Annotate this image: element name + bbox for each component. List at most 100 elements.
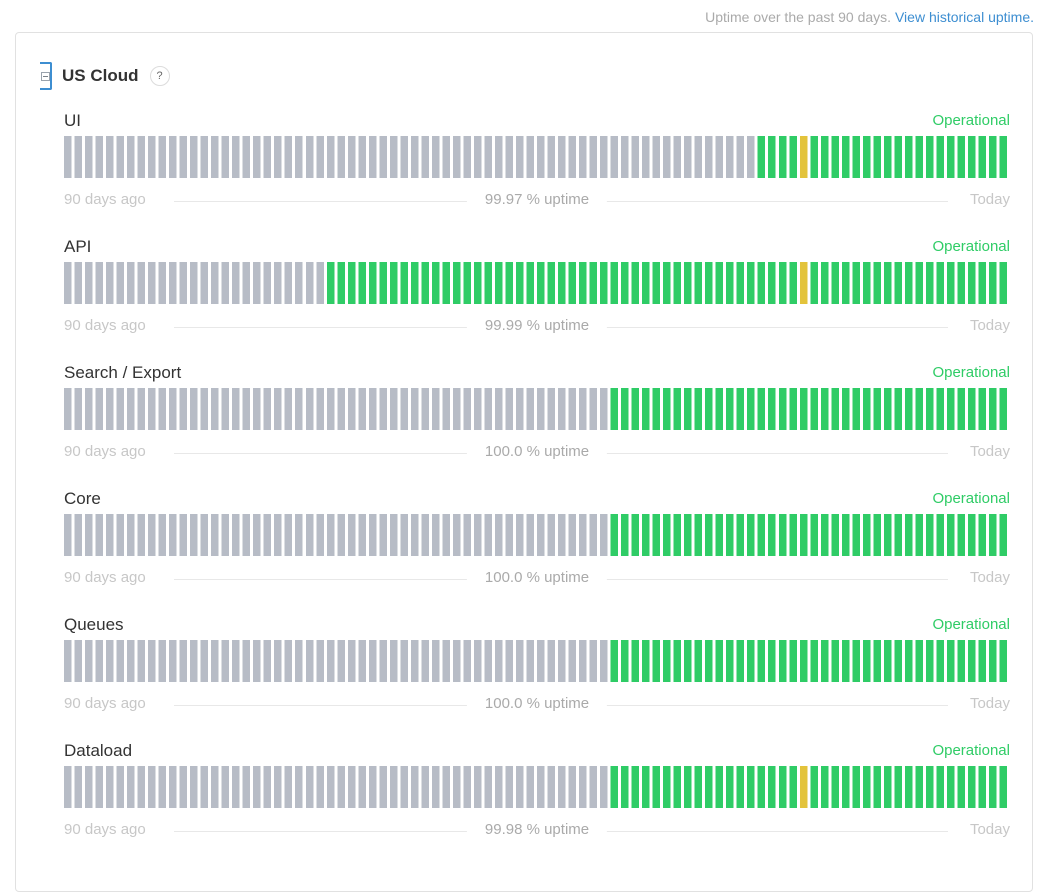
day-bar[interactable] (684, 514, 692, 556)
day-bar[interactable] (263, 640, 272, 682)
day-bar[interactable] (389, 766, 398, 808)
day-bar[interactable] (526, 262, 534, 304)
day-bar[interactable] (263, 262, 272, 304)
day-bar[interactable] (600, 514, 608, 556)
day-bar[interactable] (537, 262, 545, 304)
day-bar[interactable] (431, 388, 440, 430)
day-bar[interactable] (820, 514, 829, 556)
day-bar[interactable] (579, 514, 587, 556)
day-bar[interactable] (368, 262, 377, 304)
day-bar[interactable] (967, 262, 976, 304)
day-bar[interactable] (284, 766, 293, 808)
day-bar[interactable] (452, 136, 461, 178)
day-bar[interactable] (831, 514, 839, 556)
day-bar[interactable] (568, 766, 577, 808)
day-bar[interactable] (389, 388, 398, 430)
day-bar[interactable] (663, 514, 671, 556)
day-bar[interactable] (400, 766, 408, 808)
day-bar[interactable] (505, 262, 513, 304)
day-bar[interactable] (463, 136, 471, 178)
day-bar[interactable] (642, 514, 650, 556)
day-bar[interactable] (705, 388, 713, 430)
day-bar[interactable] (883, 514, 892, 556)
day-bar[interactable] (253, 766, 261, 808)
day-bar[interactable] (862, 514, 871, 556)
day-bar[interactable] (694, 640, 703, 682)
day-bar[interactable] (358, 640, 366, 682)
day-bar[interactable] (263, 136, 272, 178)
day-bar[interactable] (316, 136, 324, 178)
day-bar[interactable] (610, 640, 619, 682)
day-bar[interactable] (526, 514, 534, 556)
day-bar[interactable] (715, 640, 724, 682)
day-bar[interactable] (652, 136, 661, 178)
day-bar[interactable] (442, 136, 450, 178)
day-bar[interactable] (494, 262, 503, 304)
day-bar[interactable] (558, 766, 566, 808)
day-bar[interactable] (284, 388, 293, 430)
day-bar[interactable] (852, 262, 860, 304)
day-bar[interactable] (610, 262, 619, 304)
day-bar[interactable] (232, 514, 240, 556)
day-bar[interactable] (253, 640, 261, 682)
day-bar[interactable] (284, 262, 293, 304)
day-bar[interactable] (389, 262, 398, 304)
day-bar[interactable] (179, 766, 188, 808)
day-bar[interactable] (515, 136, 524, 178)
day-bar[interactable] (211, 136, 219, 178)
day-bar[interactable] (715, 388, 724, 430)
day-bar[interactable] (873, 262, 881, 304)
day-bar[interactable] (568, 136, 577, 178)
day-bar[interactable] (148, 136, 156, 178)
day-bar[interactable] (400, 262, 408, 304)
day-bar[interactable] (431, 136, 440, 178)
day-bar[interactable] (295, 514, 303, 556)
day-bar[interactable] (988, 640, 997, 682)
day-bar[interactable] (894, 766, 902, 808)
day-bar[interactable] (547, 388, 556, 430)
day-bar[interactable] (95, 388, 104, 430)
day-bar[interactable] (736, 766, 745, 808)
day-bar[interactable] (537, 640, 545, 682)
day-bar[interactable] (211, 514, 219, 556)
day-bar[interactable] (579, 388, 587, 430)
day-bar[interactable] (946, 766, 955, 808)
day-bar[interactable] (326, 136, 335, 178)
day-bar[interactable] (757, 136, 766, 178)
day-bar[interactable] (179, 262, 188, 304)
day-bar[interactable] (778, 262, 787, 304)
day-bar[interactable] (137, 640, 146, 682)
day-bar[interactable] (421, 640, 429, 682)
day-bar[interactable] (621, 136, 629, 178)
day-bar[interactable] (904, 514, 913, 556)
day-bar[interactable] (642, 388, 650, 430)
day-bar[interactable] (127, 136, 135, 178)
day-bar[interactable] (358, 136, 366, 178)
day-bar[interactable] (85, 640, 93, 682)
day-bar[interactable] (558, 640, 566, 682)
day-bar[interactable] (873, 136, 881, 178)
day-bar[interactable] (831, 640, 839, 682)
day-bar[interactable] (505, 514, 513, 556)
day-bar[interactable] (978, 388, 986, 430)
day-bar[interactable] (726, 262, 734, 304)
day-bar[interactable] (116, 262, 125, 304)
day-bar[interactable] (831, 262, 839, 304)
day-bar[interactable] (988, 388, 997, 430)
day-bar[interactable] (505, 136, 513, 178)
day-bar[interactable] (221, 640, 230, 682)
day-bar[interactable] (337, 136, 345, 178)
day-bar[interactable] (295, 388, 303, 430)
day-bar[interactable] (967, 640, 976, 682)
day-bar[interactable] (326, 640, 335, 682)
day-bar[interactable] (526, 136, 534, 178)
day-bar[interactable] (694, 388, 703, 430)
day-bar[interactable] (494, 136, 503, 178)
day-bar[interactable] (736, 262, 745, 304)
day-bar[interactable] (64, 766, 72, 808)
day-bar[interactable] (463, 640, 471, 682)
day-bar[interactable] (242, 388, 251, 430)
day-bar[interactable] (736, 514, 745, 556)
day-bar[interactable] (778, 766, 787, 808)
day-bar[interactable] (747, 640, 755, 682)
